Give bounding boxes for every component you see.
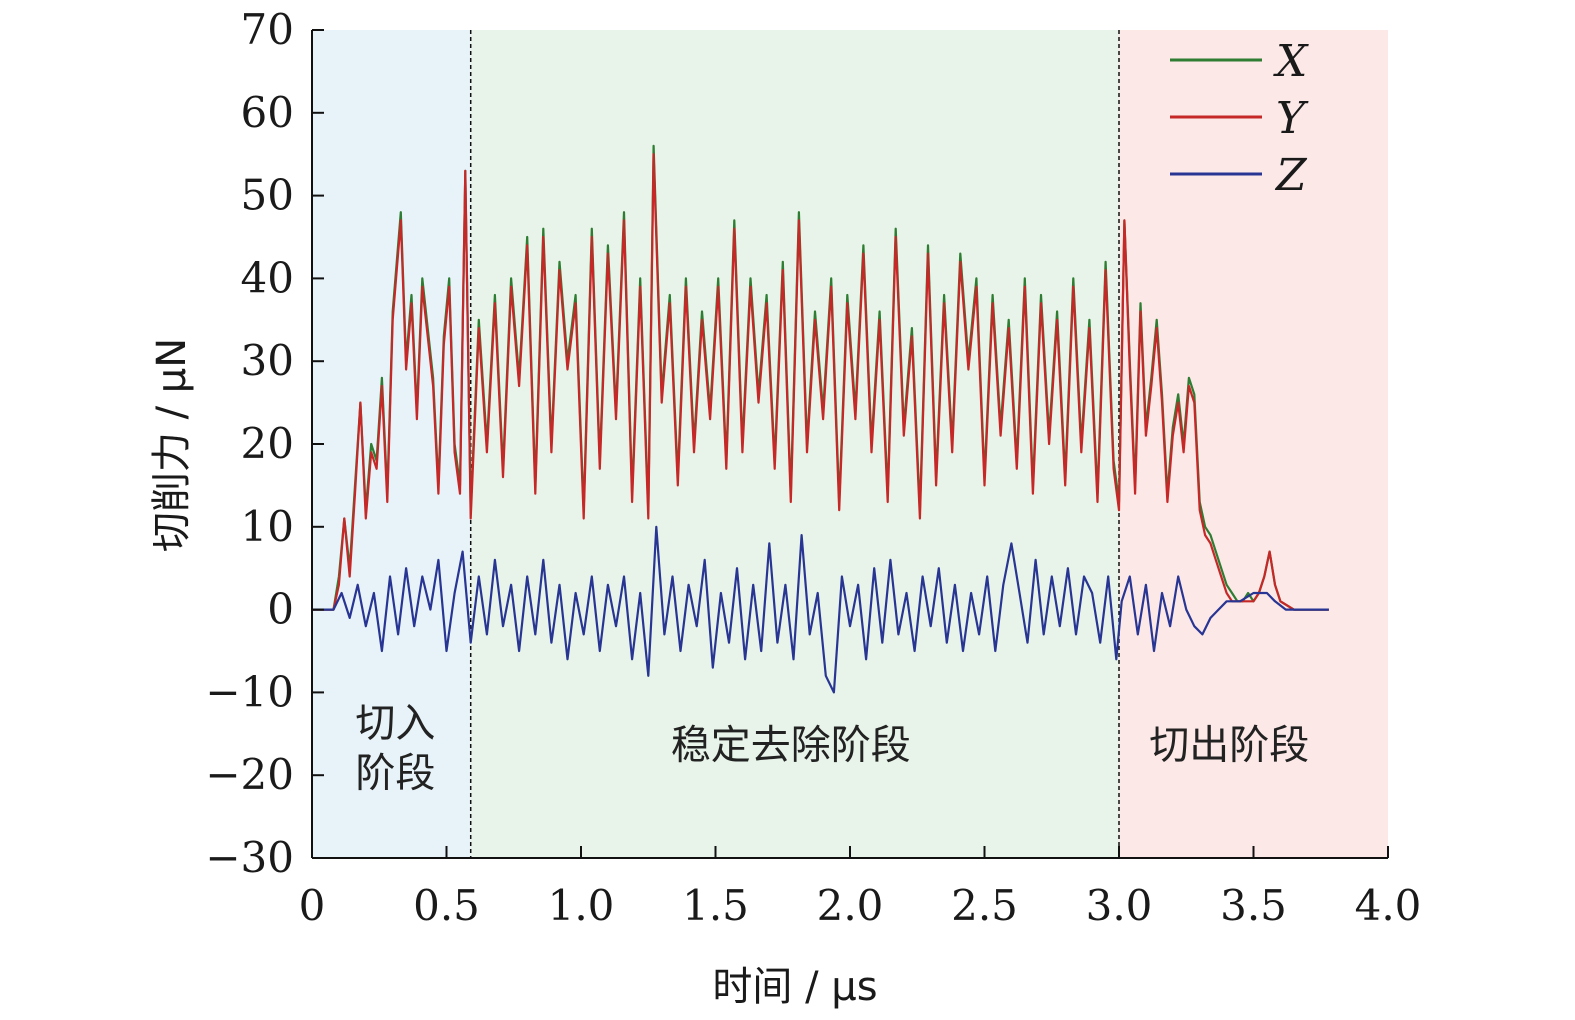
x-tick-label-7: 3.5 <box>1220 881 1287 930</box>
phase-label-0: 切入阶段 <box>355 700 435 796</box>
phase-regions <box>312 30 1388 858</box>
x-tick-label-3: 1.5 <box>682 881 749 930</box>
phase-label-1-line-0: 稳定去除阶段 <box>671 723 911 769</box>
phase-region-0 <box>312 30 471 858</box>
y-tick-label-6: 10 <box>241 502 294 551</box>
y-tick-label-2: 50 <box>241 171 294 220</box>
y-tick-label-4: 30 <box>241 336 294 385</box>
phase-label-2-line-0: 切出阶段 <box>1149 723 1309 769</box>
y-tick-label-10: −30 <box>205 833 294 882</box>
axes <box>311 29 1389 859</box>
x-axis-title: 时间 / μs <box>712 964 877 1010</box>
x-tick-label-4: 2.0 <box>817 881 884 930</box>
phase-label-1: 稳定去除阶段 <box>671 723 911 769</box>
phase-label-0-line-1: 阶段 <box>355 750 435 796</box>
phase-labels: 切入阶段 稳定去除阶段 切出阶段 <box>355 700 1309 796</box>
legend: XYZ <box>1170 36 1309 201</box>
phase-label-0-line-0: 切入 <box>355 700 435 746</box>
series-line-y <box>312 153 1329 611</box>
legend-label-x: X <box>1273 36 1309 87</box>
x-tick-label-0: 0 <box>299 881 326 930</box>
legend-label-y: Y <box>1276 93 1309 144</box>
y-tick-label-8: −10 <box>205 667 294 716</box>
x-tick-label-8: 4.0 <box>1355 881 1422 930</box>
y-tick-label-5: 20 <box>241 419 294 468</box>
y-tick-label-0: 70 <box>241 5 294 54</box>
y-tick-label-9: −20 <box>205 750 294 799</box>
y-axis-title: 切削力 / μN <box>149 338 195 552</box>
x-tick-label-6: 3.0 <box>1086 881 1153 930</box>
y-tick-label-7: 0 <box>267 585 294 634</box>
legend-label-z: Z <box>1274 150 1308 201</box>
x-tick-label-5: 2.5 <box>951 881 1018 930</box>
data-series <box>312 144 1329 694</box>
phase-region-1 <box>470 30 1120 858</box>
y-tick-label-1: 60 <box>241 88 294 137</box>
y-tick-label-3: 40 <box>241 253 294 302</box>
series-line-z <box>312 525 1329 694</box>
x-tick-label-1: 0.5 <box>413 881 480 930</box>
x-tick-label-2: 1.0 <box>548 881 615 930</box>
phase-label-2: 切出阶段 <box>1149 723 1309 769</box>
